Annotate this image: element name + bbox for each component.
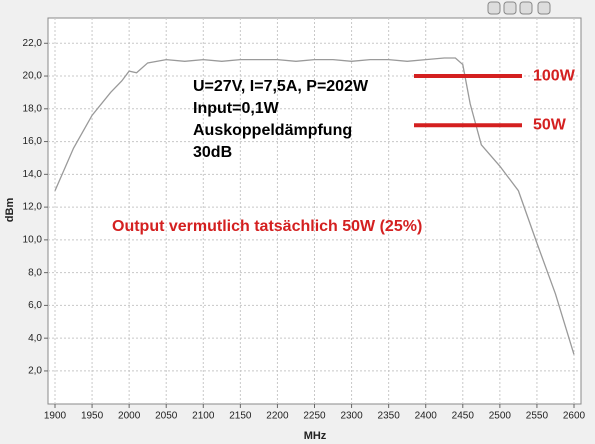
x-tick-label: 1900 (44, 411, 67, 422)
y-tick-label: 22,0 (23, 38, 43, 49)
reference-label: 50W (533, 116, 567, 133)
y-tick-label: 18,0 (23, 103, 43, 114)
reference-label: 100W (533, 67, 576, 84)
y-tick-label: 8,0 (28, 267, 42, 278)
x-axis-label: MHz (304, 430, 327, 442)
annotation: Output vermutlich tatsächlich 50W (25%) (112, 218, 422, 235)
x-tick-label: 2550 (526, 411, 549, 422)
annotation: Auskoppeldämpfung (193, 122, 352, 139)
x-tick-label: 2150 (229, 411, 252, 422)
x-tick-label: 2100 (192, 411, 215, 422)
zoom-reset-button[interactable] (503, 1, 517, 15)
toolbar (487, 1, 551, 15)
x-tick-label: 2600 (563, 411, 586, 422)
x-tick-label: 2000 (118, 411, 141, 422)
y-axis-label: dBm (4, 198, 16, 223)
x-tick-label: 2300 (340, 411, 363, 422)
zoom-out-button[interactable] (487, 1, 501, 15)
annotation: U=27V, I=7,5A, P=202W (193, 78, 369, 95)
y-tick-label: 16,0 (23, 136, 43, 147)
x-tick-label: 2050 (155, 411, 178, 422)
pan-button[interactable] (537, 1, 551, 15)
y-tick-label: 14,0 (23, 169, 43, 180)
y-tick-label: 20,0 (23, 71, 43, 82)
x-tick-label: 2200 (266, 411, 289, 422)
x-tick-label: 2250 (303, 411, 326, 422)
x-tick-label: 2350 (378, 411, 401, 422)
x-tick-label: 2400 (415, 411, 438, 422)
y-tick-label: 4,0 (28, 333, 42, 344)
annotation: 30dB (193, 144, 232, 161)
x-tick-label: 2500 (489, 411, 512, 422)
x-tick-label: 2450 (452, 411, 475, 422)
y-tick-label: 12,0 (23, 202, 43, 213)
zoom-in-button[interactable] (519, 1, 533, 15)
annotation: Input=0,1W (193, 100, 280, 117)
y-tick-label: 6,0 (28, 300, 42, 311)
y-tick-label: 10,0 (23, 235, 43, 246)
x-tick-label: 1950 (81, 411, 104, 422)
data-line (54, 57, 575, 355)
y-tick-label: 2,0 (28, 366, 42, 377)
